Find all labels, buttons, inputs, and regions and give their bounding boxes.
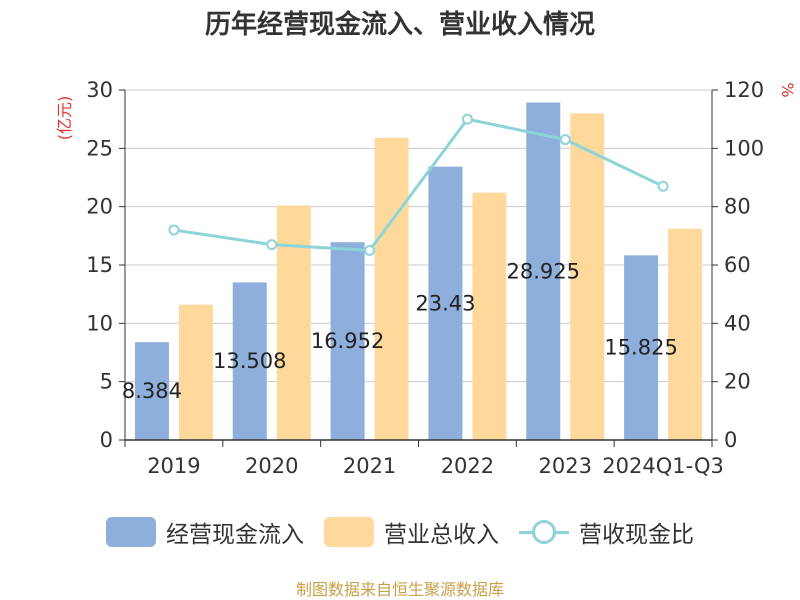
ratio-line-path bbox=[173, 117, 664, 252]
chart-title: 历年经营现金流入、营业收入情况 bbox=[204, 10, 595, 40]
legend-line-ratio bbox=[519, 517, 569, 547]
data-label-cash-inflow: 23.43 bbox=[415, 291, 475, 315]
data-labels: 8.384 13.508 16.952 23.43 28.925 15.825 bbox=[122, 259, 678, 403]
legend: 经营现金流入 营业总收入 营收现金比 bbox=[0, 515, 800, 549]
x-axis-tick-label: 2024Q1-Q3 bbox=[602, 454, 724, 478]
right-axis-tick-label: 80 bbox=[724, 195, 751, 219]
data-label-cash-inflow: 13.508 bbox=[213, 349, 286, 373]
x-axis-tick-label: 2022 bbox=[441, 454, 494, 478]
x-axis-tick-label: 2023 bbox=[539, 454, 592, 478]
legend-swatch-revenue bbox=[324, 517, 374, 547]
source-note: 制图数据来自恒生聚源数据库 bbox=[295, 580, 504, 599]
bar-cash-inflow bbox=[526, 102, 561, 441]
legend-swatch-cash-inflow bbox=[106, 517, 156, 547]
bar-revenue bbox=[374, 137, 409, 441]
left-axis-tick-label: 15 bbox=[86, 253, 113, 277]
bar-cash-inflow bbox=[134, 342, 169, 440]
left-axis-unit-label: (亿元) bbox=[55, 96, 74, 141]
left-axis-tick-label: 0 bbox=[100, 428, 113, 452]
right-axis-unit-label: % bbox=[778, 82, 797, 97]
left-axis-tick-label: 30 bbox=[86, 78, 113, 102]
x-axis-tick-label: 2019 bbox=[147, 454, 200, 478]
x-axis-tick-label: 2021 bbox=[343, 454, 396, 478]
legend-label-cash-inflow: 经营现金流入 bbox=[166, 522, 304, 548]
bar-revenue bbox=[472, 192, 507, 440]
bar-revenue bbox=[178, 304, 213, 440]
legend-label-ratio: 营收现金比 bbox=[579, 522, 694, 548]
right-axis-tick-label: 20 bbox=[724, 370, 751, 394]
left-axis-tick-label: 25 bbox=[86, 136, 113, 160]
right-axis-tick-label: 0 bbox=[724, 428, 737, 452]
bar-revenue bbox=[668, 228, 703, 440]
bar-revenue bbox=[276, 205, 311, 440]
left-axis-tick-label: 10 bbox=[86, 311, 113, 335]
data-label-cash-inflow: 15.825 bbox=[604, 336, 677, 360]
axes: (亿元) % 0 5 10 15 20 25 30 0 20 40 60 80 100 120 2019 20… bbox=[55, 78, 797, 478]
right-axis-tick-label: 40 bbox=[724, 311, 751, 335]
left-axis-tick-label: 20 bbox=[86, 195, 113, 219]
right-axis-tick-label: 60 bbox=[724, 253, 751, 277]
bar-cash-inflow bbox=[232, 282, 267, 440]
legend-item-ratio[interactable]: 营收现金比 bbox=[519, 515, 694, 549]
ratio-point bbox=[364, 244, 376, 256]
legend-item-cash-inflow[interactable]: 经营现金流入 bbox=[106, 515, 304, 549]
ratio-point bbox=[266, 239, 278, 251]
ratio-point bbox=[461, 113, 473, 125]
bar-cash-inflow bbox=[624, 255, 659, 440]
legend-item-revenue[interactable]: 营业总收入 bbox=[324, 515, 499, 549]
left-axis-tick-label: 5 bbox=[100, 370, 113, 394]
ratio-line bbox=[168, 113, 669, 256]
data-label-cash-inflow: 8.384 bbox=[122, 379, 182, 403]
data-label-cash-inflow: 16.952 bbox=[311, 329, 384, 353]
right-axis-tick-label: 120 bbox=[724, 78, 764, 102]
x-axis-tick-label: 2020 bbox=[245, 454, 298, 478]
bar-revenue bbox=[570, 113, 605, 440]
ratio-point bbox=[168, 224, 180, 236]
ratio-point bbox=[559, 134, 571, 146]
ratio-point bbox=[657, 180, 669, 192]
data-label-cash-inflow: 28.925 bbox=[507, 259, 580, 283]
grid-lines bbox=[125, 89, 712, 383]
right-axis-tick-label: 100 bbox=[724, 136, 764, 160]
bar-cash-inflow bbox=[330, 242, 365, 440]
bar-cash-inflow bbox=[428, 166, 463, 440]
bars bbox=[134, 102, 703, 441]
legend-label-revenue: 营业总收入 bbox=[384, 522, 499, 548]
